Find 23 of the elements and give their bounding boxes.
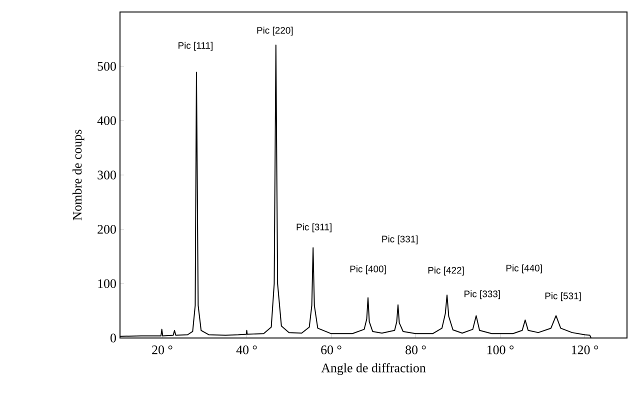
annotation: Pic [331]: [382, 235, 418, 244]
x-tick-label: 60 °: [321, 346, 342, 354]
x-tick-label: 40 °: [236, 346, 257, 354]
annotation: Pic [422]: [428, 266, 464, 276]
x-tick-label: 120 °: [572, 346, 598, 354]
y-axis-title: Nombre de coups: [72, 130, 84, 220]
annotation: Pic [400]: [350, 265, 386, 274]
x-tick-label: 80 °: [406, 346, 426, 354]
annotation: Pic [111]: [178, 42, 213, 51]
annotation: Pic [220]: [257, 26, 293, 36]
y-tick-label: 400: [97, 116, 116, 126]
y-tick-label: 300: [98, 170, 116, 180]
y-tick-label: 0: [110, 334, 116, 342]
x-axis-title: Angle de diffraction: [321, 363, 426, 375]
annotation: Pic [333]: [464, 290, 500, 300]
annotation: Pic [440]: [506, 264, 542, 274]
y-tick-label: 100: [98, 279, 116, 288]
x-tick-label: 20 °: [152, 346, 172, 354]
y-tick-label: 500: [98, 62, 116, 71]
y-tick-label: 200: [98, 224, 116, 234]
x-tick-label: 100 °: [487, 346, 514, 354]
annotation: Pic [531]: [545, 292, 581, 302]
annotation: Pic [311]: [296, 223, 332, 232]
